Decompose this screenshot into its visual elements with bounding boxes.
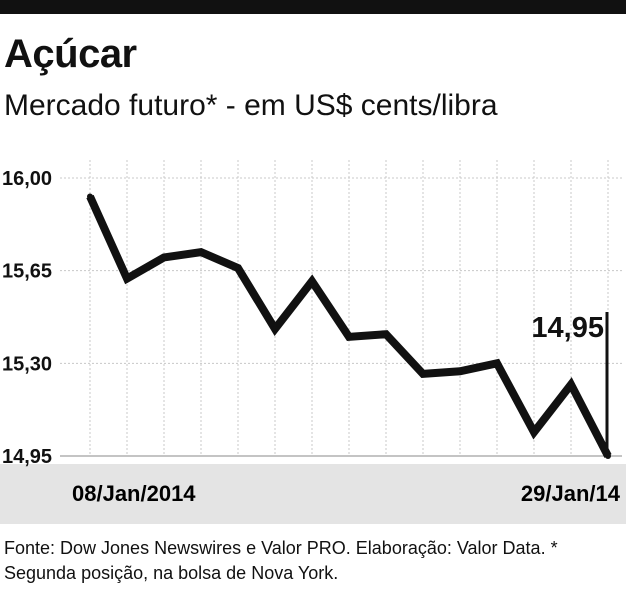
series-layer: [86, 193, 612, 459]
chart-area: 16,00 15,65 15,30 14,95 14,95 08/Jan/2014 2…: [0, 160, 626, 524]
y-tick-label: 15,30: [2, 353, 52, 375]
data-point: [198, 249, 204, 256]
grid: [60, 160, 622, 457]
data-point: [383, 331, 389, 338]
data-point: [124, 275, 130, 282]
data-point: [309, 278, 315, 285]
y-tick-label: 16,00: [2, 168, 52, 190]
x-tick-label-start: 08/Jan/2014: [72, 481, 196, 506]
data-point: [420, 370, 426, 377]
data-point: [272, 325, 278, 332]
data-point: [457, 368, 463, 375]
y-tick-label: 14,95: [2, 446, 52, 468]
chart-subtitle: Mercado futuro* - em US$ cents/libra: [4, 89, 498, 122]
data-point: [531, 429, 537, 436]
data-point: [346, 333, 352, 340]
x-axis-band: [0, 464, 626, 524]
data-point: [161, 254, 167, 261]
y-tick-label: 15,65: [2, 261, 52, 283]
data-point: [568, 381, 574, 388]
top-rule: [0, 0, 626, 14]
callout-label: 14,95: [531, 312, 604, 344]
data-point: [87, 193, 93, 200]
data-point: [235, 265, 241, 272]
source-note: Fonte: Dow Jones Newswires e Valor PRO. …: [4, 538, 558, 583]
data-point: [494, 360, 500, 367]
chart-title: Açúcar: [4, 32, 137, 76]
y-axis: 16,00 15,65 15,30 14,95: [2, 168, 52, 468]
x-tick-label-end: 29/Jan/14: [521, 481, 621, 506]
